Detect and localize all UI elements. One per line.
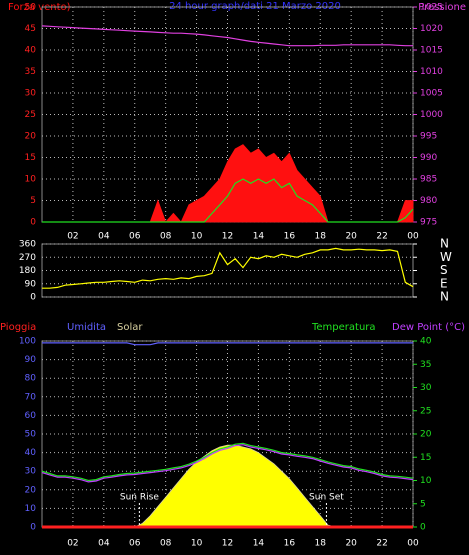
x-tick-label: 22 [376,232,387,242]
legend-entry: Temperatura [311,322,376,333]
y-tick-label: 30 [25,89,37,99]
x-tick-label: 06 [129,232,141,242]
series-area [42,144,414,223]
x-tick-label: 08 [160,539,172,549]
legend-entry: Pressione [418,2,466,13]
y2-tick-label: 995 [420,132,437,142]
y-tick-label: 0 [30,218,36,228]
y2-tick-label: 0 [420,523,426,533]
x-tick-label: 04 [98,539,110,549]
y2-tick-label: 15 [420,453,431,463]
annotation: Sun Set [309,493,344,503]
y-tick-label: 45 [25,24,36,34]
y2-tick-label: 985 [420,175,437,185]
x-tick-label: 20 [345,539,357,549]
y-tick-label: 20 [25,132,37,142]
y-tick-label: 10 [25,175,37,185]
y2-tick-label: 990 [420,153,437,163]
y2-tick-label: 1025 [420,3,443,13]
y-tick-label: 10 [25,504,37,514]
series-area [42,444,413,528]
y2-tick-label: 20 [420,430,432,440]
legend-entry: Pioggia [0,322,36,333]
y2-tick-label: 1015 [420,46,443,56]
y2-tick-label: 30 [420,383,432,393]
x-tick-label: 14 [253,539,265,549]
plot-frame [41,243,414,298]
y2-tick-label: 975 [420,218,437,228]
y-tick-label: 270 [19,253,36,263]
x-tick-label: 02 [67,232,78,242]
y2-tick-label: 25 [420,406,431,416]
x-tick-label: 02 [67,539,78,549]
y-tick-label: 25 [25,110,36,120]
y-tick-label: 50 [25,430,37,440]
y2-tick-label: E [440,276,448,290]
y2-tick-label: 40 [420,337,432,347]
y2-tick-label: 1010 [420,67,443,77]
y-tick-label: 180 [19,266,36,276]
y2-tick-label: S [440,263,448,277]
y-tick-label: 50 [25,3,37,13]
y-tick-label: 0 [30,293,36,303]
y2-tick-label: 10 [420,476,432,486]
x-tick-label: 00 [407,232,419,242]
y-tick-label: 90 [25,279,37,289]
y2-tick-label: 1005 [420,89,443,99]
x-tick-label: 06 [129,539,141,549]
legend-entry: Umidita [67,322,106,333]
x-tick-label: 12 [222,539,233,549]
y-tick-label: 80 [25,374,37,384]
series-line [41,444,414,483]
y-tick-label: 0 [30,523,36,533]
y2-tick-label: N [440,237,449,251]
y-tick-label: 35 [25,67,36,77]
series-line [42,342,413,346]
x-tick-label: 16 [284,232,296,242]
y2-tick-label: W [440,250,452,264]
series-line [42,178,414,223]
x-tick-label: 18 [315,539,327,549]
series-line [41,442,414,482]
y-tick-label: 20 [25,485,37,495]
x-tick-label: 14 [253,232,265,242]
y-tick-label: 100 [19,337,36,347]
y2-tick-label: 35 [420,360,431,370]
y-tick-label: 30 [25,467,37,477]
y-tick-label: 40 [25,448,37,458]
x-tick-label: 16 [284,539,296,549]
y2-tick-label: 1020 [420,24,443,34]
x-tick-label: 12 [222,232,233,242]
y-tick-label: 90 [25,355,37,365]
y-tick-label: 15 [25,153,36,163]
y-tick-label: 60 [25,411,37,421]
x-tick-label: 18 [315,232,327,242]
legend-entry: Solar [117,322,143,333]
x-tick-label: 20 [345,232,357,242]
annotation: Sun Rise [120,493,159,503]
x-tick-label: 08 [160,232,172,242]
y-tick-label: 40 [25,46,37,56]
legend-entry: Dew Point (°C) [392,322,465,333]
x-tick-label: 22 [376,539,387,549]
x-tick-label: 10 [191,232,203,242]
y2-tick-label: 5 [420,499,426,509]
series-line [41,25,413,47]
x-tick-label: 10 [191,539,203,549]
legend-entry: Forza vento) [8,2,71,13]
y-tick-label: 5 [30,196,36,206]
x-tick-label: 04 [98,232,110,242]
y2-tick-label: N [440,290,449,304]
x-tick-label: 00 [407,539,419,549]
y2-tick-label: 980 [420,196,437,206]
y-tick-label: 70 [25,392,37,402]
series-line [42,247,414,289]
y2-tick-label: 1000 [420,110,443,120]
y-tick-label: 360 [19,240,36,250]
